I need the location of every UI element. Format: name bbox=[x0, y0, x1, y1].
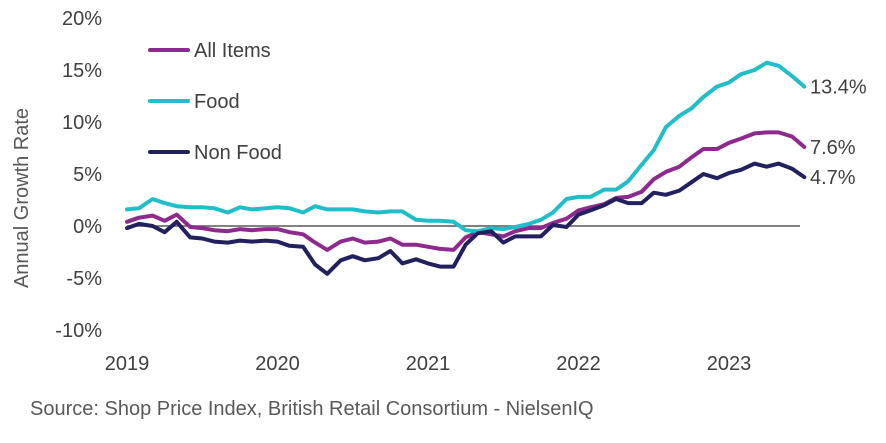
end-value-label: 4.7% bbox=[810, 167, 856, 189]
end-value-label: 13.4% bbox=[810, 77, 867, 99]
y-tick-label: -5% bbox=[66, 268, 102, 290]
x-tick-label: 2021 bbox=[406, 353, 451, 375]
x-tick-label: 2019 bbox=[105, 353, 150, 375]
x-tick-label: 2020 bbox=[255, 353, 300, 375]
y-tick-label: 0% bbox=[73, 216, 102, 238]
y-tick-label: 15% bbox=[62, 60, 102, 82]
y-tick-label: 5% bbox=[73, 164, 102, 186]
y-tick-label: -10% bbox=[55, 320, 102, 342]
legend-label: All Items bbox=[194, 40, 271, 62]
x-tick-label: 2023 bbox=[707, 353, 752, 375]
end-value-label: 7.6% bbox=[810, 137, 856, 159]
series-line-non-food bbox=[125, 161, 807, 276]
x-tick-label: 2022 bbox=[556, 353, 601, 375]
y-tick-label: 10% bbox=[62, 112, 102, 134]
y-axis-title: Annual Growth Rate bbox=[11, 108, 33, 288]
series-line-all-items bbox=[125, 130, 807, 252]
y-tick-label: 20% bbox=[62, 8, 102, 30]
legend-label: Food bbox=[194, 91, 240, 113]
legend-label: Non Food bbox=[194, 142, 282, 164]
series-line-food bbox=[125, 60, 807, 234]
source-note: Source: Shop Price Index, British Retail… bbox=[30, 398, 594, 420]
